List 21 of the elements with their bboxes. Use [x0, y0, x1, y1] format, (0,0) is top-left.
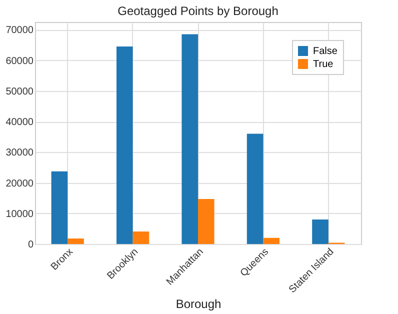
- y-tick-label: 20000: [6, 178, 34, 190]
- bar: [132, 231, 150, 244]
- y-tick-label: 50000: [6, 86, 34, 98]
- bar: [246, 134, 264, 244]
- y-tick-label: 70000: [6, 25, 34, 36]
- legend-label: True: [313, 59, 334, 70]
- y-tick-label: 40000: [6, 117, 34, 128]
- legend-label: False: [313, 46, 338, 57]
- bar: [68, 238, 84, 244]
- chart-title: Geotagged Points by Borough: [118, 4, 278, 18]
- bar: [198, 198, 214, 244]
- bar: [312, 220, 328, 244]
- bar: [182, 34, 198, 244]
- bar: [263, 238, 280, 244]
- bar: [116, 46, 133, 244]
- y-tick-label: 30000: [6, 148, 34, 159]
- bar: [51, 171, 68, 244]
- y-tick-label: 0: [28, 240, 34, 250]
- x-axis-title: Borough: [176, 296, 222, 311]
- y-tick-label: 60000: [6, 56, 34, 67]
- y-tick-label: 10000: [6, 208, 34, 220]
